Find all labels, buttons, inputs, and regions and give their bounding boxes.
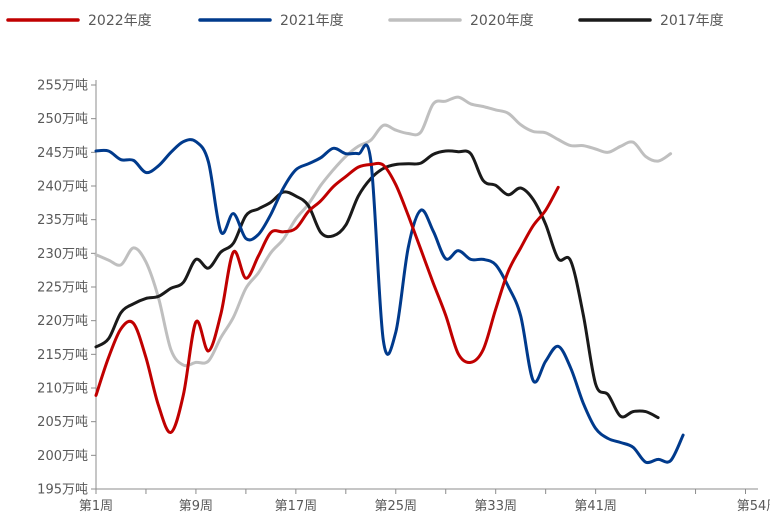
x-tick-label: 第33周 bbox=[474, 499, 517, 513]
x-tick-label: 第41周 bbox=[574, 499, 617, 513]
y-tick-label: 255万吨 bbox=[37, 79, 88, 94]
x-tick-label: 第1周 bbox=[79, 499, 113, 513]
series-line-2022年度 bbox=[94, 161, 560, 434]
y-axis: 195万吨 200万吨 205万吨 210万吨 215万吨 220万吨 225万吨 230万吨… bbox=[37, 79, 97, 498]
y-tick-label: 215万吨 bbox=[37, 348, 88, 363]
x-tick-label: 第25周 bbox=[375, 499, 418, 513]
y-tick-label: 200万吨 bbox=[37, 449, 88, 464]
series-line-2020年度 bbox=[94, 95, 673, 368]
x-tick-label: 第54周 bbox=[737, 499, 770, 513]
y-tick-label: 195万吨 bbox=[37, 483, 88, 498]
y-tick-label: 205万吨 bbox=[37, 415, 88, 430]
y-tick-label: 245万吨 bbox=[37, 146, 88, 161]
series-lines bbox=[94, 95, 685, 465]
legend-label: 2017年度 bbox=[660, 13, 724, 29]
legend-label: 2021年度 bbox=[280, 13, 344, 29]
y-tick-label: 235万吨 bbox=[37, 213, 88, 228]
y-tick-label: 225万吨 bbox=[37, 281, 88, 296]
y-tick-label: 220万吨 bbox=[37, 314, 88, 329]
y-tick-label: 210万吨 bbox=[37, 382, 88, 397]
x-tick-label: 第9周 bbox=[179, 499, 213, 513]
legend-label: 2022年度 bbox=[88, 13, 152, 29]
y-tick-label: 240万吨 bbox=[37, 180, 88, 195]
series-line-2017年度 bbox=[94, 149, 660, 420]
x-tick-label: 第17周 bbox=[275, 499, 318, 513]
series-line-2021年度 bbox=[94, 138, 685, 465]
y-tick-label: 230万吨 bbox=[37, 247, 88, 262]
x-axis: 第1周 第9周 第17周 第25周 第33周 第41周 第54周 bbox=[79, 488, 770, 513]
y-tick-label: 250万吨 bbox=[37, 112, 88, 127]
legend: 2022年度 2021年度 2020年度 2017年度 bbox=[6, 13, 724, 29]
legend-label: 2020年度 bbox=[470, 13, 534, 29]
